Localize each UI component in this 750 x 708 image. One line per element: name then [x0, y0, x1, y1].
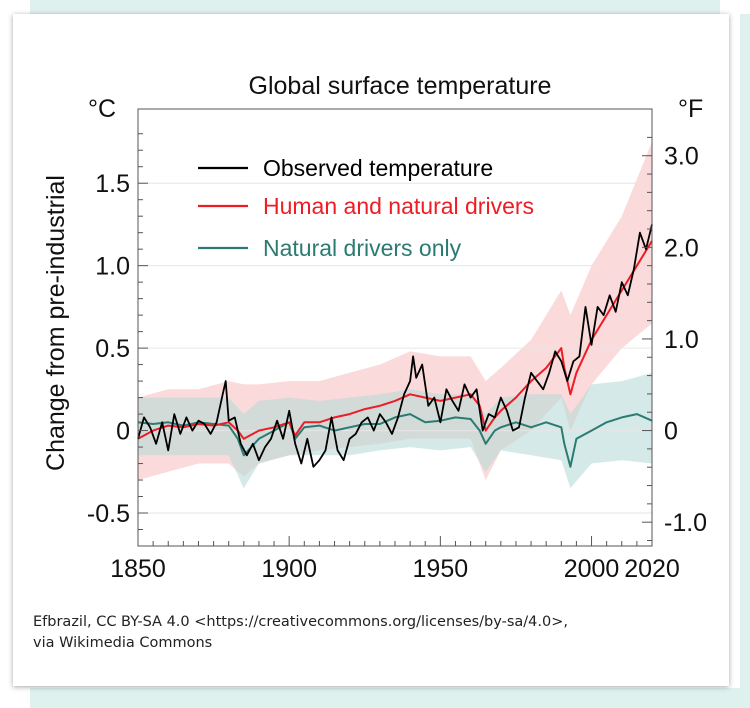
page-margin-top — [30, 0, 720, 14]
y-left-tick-label: 0.5 — [95, 335, 130, 363]
y-axis-label: Change from pre-industrial — [42, 175, 70, 471]
series-lines — [137, 224, 653, 468]
y-left-tick-label: 0 — [116, 418, 130, 446]
left-unit-label: °C — [88, 95, 116, 123]
chart-title: Global surface temperature — [249, 72, 552, 100]
legend-label-observed: Observed temperature — [263, 155, 493, 181]
y-right-tick-label: 2.0 — [664, 234, 699, 262]
y-right-tick-label: 1.0 — [664, 326, 699, 354]
y-left-tick-label: 1.0 — [95, 253, 130, 281]
attribution-line-2: via Wikimedia Commons — [33, 635, 213, 651]
y-right-tick-label: -1.0 — [664, 509, 707, 537]
figure-card: 1850 1900 1950 2000 2020 -0.5 0 0.5 1.0 1.5 -1.0 0 1… — [13, 14, 729, 686]
y-left-tick-label: 1.5 — [95, 170, 130, 198]
axis-ticks: 1850 1900 1950 2000 2020 -0.5 0 0.5 1.0 1.5 -1.0 0 1… — [87, 133, 707, 583]
attribution-line-1: Efbrazil, CC BY-SA 4.0 <https://creative… — [33, 614, 568, 630]
attribution-text: Efbrazil, CC BY-SA 4.0 <https://creative… — [33, 612, 723, 654]
legend-label-human: Human and natural drivers — [263, 193, 534, 219]
y-left-tick-label: -0.5 — [87, 500, 130, 528]
page-margin-bottom — [30, 688, 750, 708]
y-right-tick-label: 0 — [664, 418, 678, 446]
gridlines — [138, 182, 652, 514]
page-margin-right — [740, 14, 750, 708]
legend: Observed temperature Human and natural d… — [198, 155, 534, 261]
right-unit-label: °F — [678, 95, 703, 123]
x-tick-label: 1900 — [261, 555, 317, 583]
temperature-chart: 1850 1900 1950 2000 2020 -0.5 0 0.5 1.0 1.5 -1.0 0 1… — [42, 72, 707, 583]
x-tick-label: 1950 — [413, 555, 469, 583]
series-observed-line — [137, 224, 653, 468]
legend-label-natural: Natural drivers only — [263, 235, 462, 261]
x-tick-label: 2000 — [564, 555, 620, 583]
y-right-tick-label: 3.0 — [664, 143, 699, 171]
series-natural-line — [137, 413, 653, 468]
x-tick-label: 1850 — [110, 555, 166, 583]
x-tick-label: 2020 — [624, 555, 680, 583]
